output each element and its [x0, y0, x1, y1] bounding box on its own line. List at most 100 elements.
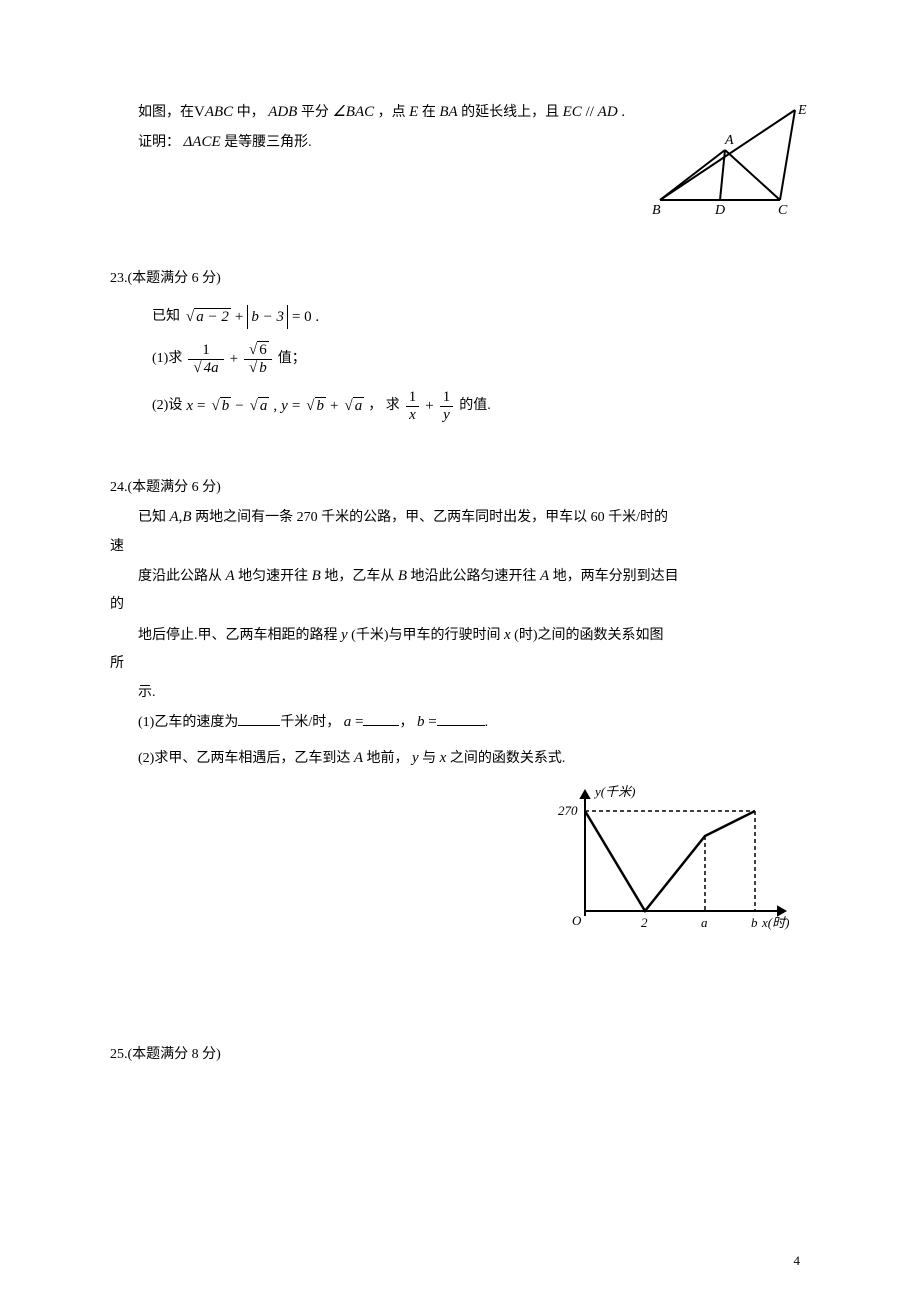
q24-line1-tail: 速: [110, 536, 810, 558]
text: B: [398, 568, 407, 584]
text: 的值.: [459, 395, 491, 417]
figure-label-A: A: [724, 133, 734, 148]
text: 两地之间有一条 270 千米的公路，甲、乙两车同时出发，甲车以 60 千米/时的: [192, 510, 668, 525]
text: 之间的函数关系式.: [446, 751, 565, 766]
text: 平分: [297, 105, 332, 120]
text: 与: [419, 751, 440, 766]
text: B: [312, 568, 321, 584]
text: = 0 .: [292, 305, 319, 329]
text: 千米/时，: [280, 715, 343, 730]
text: E: [409, 104, 418, 120]
q24-graph-svg: y(千米) 270 O 2 a b x(时): [550, 781, 810, 956]
text: 地沿此公路匀速开往: [407, 569, 540, 584]
text: (时)之间的函数关系如图: [511, 628, 664, 643]
text: y: [440, 407, 454, 423]
text: 1: [188, 343, 223, 360]
text: x: [406, 407, 420, 423]
text: 的延长线上，且: [458, 105, 563, 120]
figure-label-C: C: [778, 203, 788, 218]
text: ABC: [205, 104, 233, 120]
q24-line2-tail: 的: [110, 594, 810, 616]
q23-part2: (2)设 x = b − a , y = b + a ， 求 1 x + 1 y…: [152, 390, 810, 423]
text: .: [485, 715, 489, 730]
text: ADB: [268, 104, 297, 120]
figure-label-B: B: [652, 203, 661, 218]
text: ,: [273, 394, 277, 418]
graph-y-label: y(千米): [593, 784, 635, 799]
text: 中，: [233, 105, 268, 120]
abs-expr: b − 3: [247, 305, 288, 329]
text: (2)求甲、乙两车相遇后，乙车到达: [138, 751, 354, 766]
triangle-figure-svg: A B C D E: [650, 100, 810, 220]
blank-2: [363, 711, 399, 726]
q23-given: 已知 a − 2 + b − 3 = 0 .: [152, 305, 810, 329]
text: ∠BAC: [332, 104, 374, 120]
text: 值；: [278, 348, 306, 370]
q24-line3: 地后停止.甲、乙两车相距的路程 y (千米)与甲车的行驶时间 x (时)之间的函…: [138, 623, 810, 647]
text: A: [540, 568, 549, 584]
text: ，点: [374, 105, 409, 120]
text: y: [412, 750, 419, 766]
text: x: [504, 627, 511, 643]
text: B: [182, 509, 191, 525]
text: //: [582, 104, 598, 120]
figure-label-D: D: [714, 203, 725, 218]
text: =: [351, 714, 363, 730]
text: a: [258, 397, 270, 414]
text: +: [330, 394, 338, 418]
text: AD: [598, 104, 618, 120]
q22-figure: A B C D E: [650, 100, 810, 228]
graph-x-b: b: [751, 915, 758, 930]
q24-graph-wrap: y(千米) 270 O 2 a b x(时): [110, 781, 810, 964]
text: a: [353, 397, 365, 414]
text: b: [220, 397, 232, 414]
text: 地匀速开往: [235, 569, 312, 584]
blank-1: [238, 711, 280, 726]
q24-line1: 已知 A,B 两地之间有一条 270 千米的公路，甲、乙两车同时出发，甲车以 6…: [138, 505, 810, 529]
q23-header: 23.(本题满分 6 分): [110, 268, 810, 290]
text: EC: [563, 104, 582, 120]
text: =: [292, 394, 300, 418]
text: (1)求: [152, 348, 182, 370]
text: =: [424, 714, 436, 730]
text: +: [235, 305, 243, 329]
text: (千米)与甲车的行驶时间: [348, 628, 504, 643]
text: A: [226, 568, 235, 584]
text: 地，乙车从: [321, 569, 398, 584]
text: 6: [257, 341, 269, 358]
text: b: [315, 397, 327, 414]
text: 地后停止.甲、乙两车相距的路程: [138, 628, 341, 643]
text: A: [354, 750, 363, 766]
text: .: [618, 104, 626, 120]
text: 已知: [138, 510, 170, 525]
text: +: [230, 347, 238, 371]
text: b: [257, 359, 269, 376]
blank-3: [437, 711, 485, 726]
text: 在: [418, 105, 439, 120]
q22-block: A B C D E 如图，在VABC 中， ADB 平分 ∠BAC ，点 E 在…: [110, 100, 810, 228]
text: (1)乙车的速度为: [138, 715, 238, 730]
text: 证明：: [138, 135, 184, 150]
q24-line2: 度沿此公路从 A 地匀速开往 B 地，乙车从 B 地沿此公路匀速开往 A 地，两…: [138, 564, 810, 588]
text: 已知: [152, 306, 180, 328]
text: V: [194, 104, 205, 120]
text: y: [341, 627, 348, 643]
text: a − 2: [194, 308, 231, 325]
text: A: [170, 509, 179, 525]
text: 1: [440, 390, 454, 407]
text: (2)设: [152, 395, 182, 417]
text: ΔACE: [184, 134, 221, 150]
q24-line3-tail: 所: [110, 653, 810, 675]
text: ，: [399, 715, 417, 730]
text: 度沿此公路从: [138, 569, 226, 584]
page-number: 4: [794, 1251, 801, 1272]
q25-header: 25.(本题满分 8 分): [110, 1044, 810, 1066]
graph-x-a: a: [701, 915, 708, 930]
text: −: [235, 394, 243, 418]
graph-y-tick: 270: [558, 803, 578, 818]
text: ， 求: [368, 395, 400, 417]
text: x: [186, 394, 193, 418]
graph-origin: O: [572, 913, 582, 928]
q24-part2: (2)求甲、乙两车相遇后，乙车到达 A 地前， y 与 x 之间的函数关系式.: [138, 746, 810, 770]
graph-x-2: 2: [641, 915, 648, 930]
